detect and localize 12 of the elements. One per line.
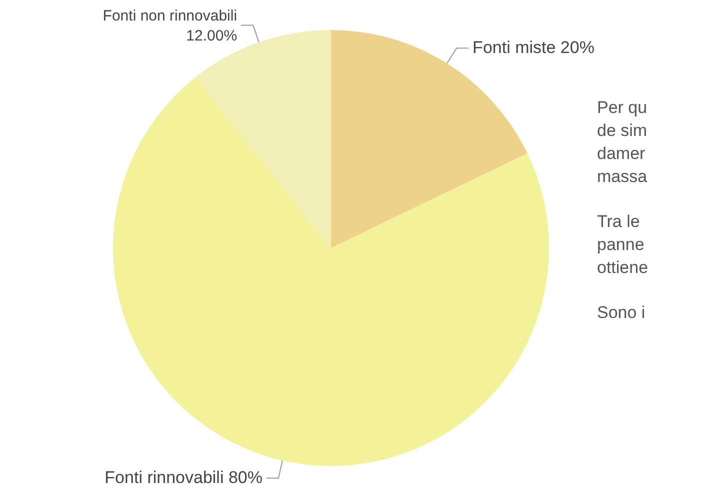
text: panne bbox=[597, 234, 646, 256]
text: damer bbox=[597, 143, 646, 165]
data-label: 12.00% bbox=[186, 27, 238, 44]
text: ottiene bbox=[597, 257, 648, 279]
slice-label: Fonti non rinnovabili bbox=[102, 7, 238, 24]
text: Per qu bbox=[597, 97, 648, 119]
slice-label: Fonti miste 20% bbox=[472, 38, 594, 57]
slice-label: Fonti rinnovabili 80% bbox=[104, 468, 262, 487]
text: de sim bbox=[597, 120, 648, 142]
text: Sono i bbox=[597, 302, 646, 324]
text: massa bbox=[597, 166, 648, 188]
text: Tra le bbox=[597, 211, 641, 233]
